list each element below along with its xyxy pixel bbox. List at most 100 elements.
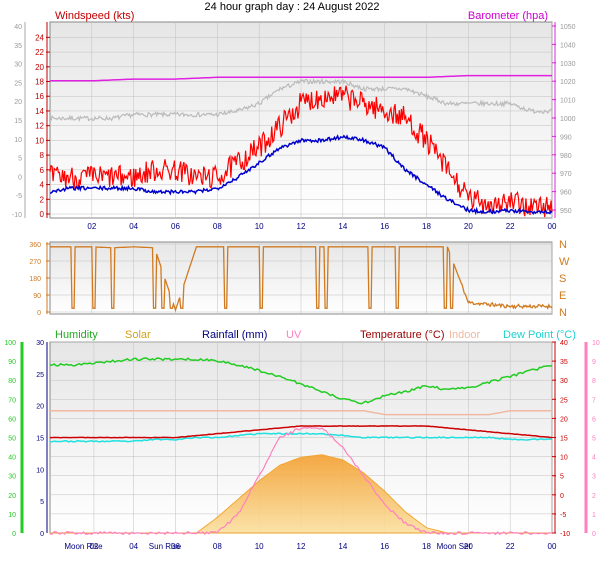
x-tick-label: Sun Rise <box>149 542 182 551</box>
series-humidity <box>49 357 553 405</box>
uv-tick-label: 6 <box>592 416 596 423</box>
x-tick-label: 00 <box>548 542 557 551</box>
x-tick-label: 22 <box>506 542 515 551</box>
humidity-tick-label: 50 <box>8 436 16 443</box>
barometer-tick-label: 990 <box>560 134 572 141</box>
direction-tick-label: 270 <box>29 259 41 266</box>
humidity-tick-label: 70 <box>8 397 16 404</box>
x-tick-label: 10 <box>255 222 264 231</box>
barometer-tick-label: 960 <box>560 190 572 197</box>
uv-tick-label: 8 <box>592 378 596 385</box>
rain-tick-label: 0 <box>40 531 44 538</box>
compass-label: E <box>559 290 566 302</box>
x-tick-label: 12 <box>297 542 306 551</box>
humidity-tick-label: 90 <box>8 359 16 366</box>
barometer-tick-label: 1000 <box>560 116 576 123</box>
uv-tick-label: 7 <box>592 397 596 404</box>
wind-tick-label: 14 <box>35 107 44 116</box>
temp-tick-label: -5 <box>560 512 566 519</box>
legend-solar: Solar <box>125 329 151 341</box>
temp-tick-label: 5 <box>560 474 564 481</box>
gust-tick-label: 35 <box>14 43 22 50</box>
x-tick-label: 22 <box>506 222 515 231</box>
legend-uv: UV <box>286 329 302 341</box>
wind-panel-axes: 2422201816141210864204035302520151050-5-… <box>12 22 576 231</box>
humidity-tick-label: 10 <box>8 512 16 519</box>
uv-tick-label: 5 <box>592 436 596 443</box>
x-tick-label: 08 <box>213 542 222 551</box>
temp-tick-label: 0 <box>560 493 564 500</box>
gust-tick-label: -10 <box>12 212 22 219</box>
wind-panel-series <box>49 74 553 218</box>
page-title: 24 hour graph day : 24 August 2022 <box>205 1 380 13</box>
gust-tick-label: 0 <box>18 174 22 181</box>
direction-panel-series <box>50 246 553 313</box>
series-dew_point <box>50 432 552 443</box>
direction-panel-grid <box>50 242 553 314</box>
x-tick-label: 06 <box>171 222 180 231</box>
x-tick-label: 20 <box>464 222 473 231</box>
barometer-tick-label: 1030 <box>560 61 576 68</box>
x-tick-label: Moon Set <box>437 542 472 551</box>
wind-tick-label: 24 <box>35 33 44 42</box>
uv-tick-label: 3 <box>592 474 596 481</box>
wind-tick-label: 12 <box>35 122 44 131</box>
x-tick-label: 06 <box>171 542 180 551</box>
barometer-label: Barometer (hpa) <box>468 10 548 22</box>
barometer-tick-label: 1010 <box>560 98 576 105</box>
legend-indoor: Indoor <box>449 329 481 341</box>
x-tick-label: 02 <box>87 222 96 231</box>
uv-tick-label: 2 <box>592 493 596 500</box>
direction-tick-label: 90 <box>33 293 41 300</box>
wind-tick-label: 6 <box>40 166 45 175</box>
x-tick-label: Moon Rise <box>64 542 103 551</box>
wind-tick-label: 2 <box>40 195 45 204</box>
series-uv <box>50 426 553 536</box>
x-tick-label: 02 <box>89 542 98 551</box>
direction-tick-label: 180 <box>29 276 41 283</box>
rain-tick-label: 15 <box>36 436 44 443</box>
humidity-tick-label: 100 <box>4 340 16 347</box>
gust-tick-label: 5 <box>18 156 22 163</box>
legend-dew-point: Dew Point (°C) <box>503 329 576 341</box>
humidity-tick-label: 30 <box>8 474 16 481</box>
windspeed-label: Windspeed (kts) <box>55 10 134 22</box>
humidity-tick-label: 20 <box>8 493 16 500</box>
x-tick-label: 16 <box>380 542 389 551</box>
x-tick-label: 08 <box>213 222 222 231</box>
x-tick-label: 00 <box>548 222 557 231</box>
compass-label: N <box>559 239 567 251</box>
series-temperature <box>50 425 553 439</box>
series-wind_avg <box>49 134 553 216</box>
barometer-tick-label: 1050 <box>560 24 576 31</box>
legend-rainfall: Rainfall (mm) <box>202 329 267 341</box>
gust-tick-label: 10 <box>14 137 22 144</box>
temperature-panel-series <box>49 357 553 536</box>
x-tick-label: 16 <box>380 222 389 231</box>
temperature-panel-axes: 1009080706050403020100302520151050403530… <box>4 340 600 551</box>
temp-tick-label: 25 <box>560 397 568 404</box>
uv-tick-label: 4 <box>592 455 596 462</box>
barometer-tick-label: 1040 <box>560 42 576 49</box>
barometer-tick-label: 950 <box>560 208 572 215</box>
rain-tick-label: 10 <box>36 467 44 474</box>
legend-humidity: Humidity <box>55 329 98 341</box>
x-tick-label: 10 <box>255 542 264 551</box>
rain-tick-label: 20 <box>36 404 44 411</box>
x-tick-label: 14 <box>338 222 347 231</box>
x-tick-label: 14 <box>338 542 347 551</box>
wind-tick-label: 8 <box>40 151 45 160</box>
temp-tick-label: 40 <box>560 340 568 347</box>
rain-tick-label: 30 <box>36 340 44 347</box>
direction-tick-label: 360 <box>29 242 41 249</box>
x-tick-label: 18 <box>422 542 431 551</box>
temp-tick-label: 30 <box>560 378 568 385</box>
series-indoor <box>50 410 552 416</box>
gust-tick-label: 15 <box>14 118 22 125</box>
uv-tick-label: 1 <box>592 512 596 519</box>
wind-tick-label: 20 <box>35 63 44 72</box>
compass-label: N <box>559 307 567 319</box>
rain-tick-label: 5 <box>40 499 44 506</box>
